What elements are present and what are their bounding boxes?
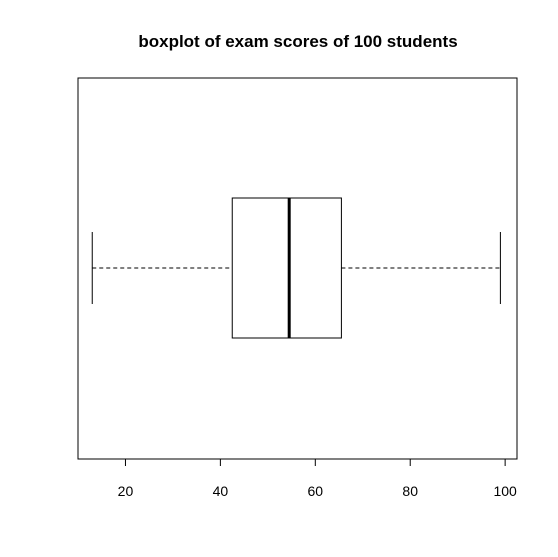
iqr-box (231, 197, 342, 339)
x-tick-label: 100 (493, 483, 517, 499)
x-tick-label: 80 (402, 483, 418, 499)
x-tick-label: 20 (118, 483, 134, 499)
x-tick-label: 60 (308, 483, 324, 499)
chart-title: boxplot of exam scores of 100 students (138, 32, 457, 51)
x-tick-label: 40 (213, 483, 229, 499)
box-group (91, 197, 501, 339)
x-axis: 20 40 60 80 100 (118, 458, 517, 499)
